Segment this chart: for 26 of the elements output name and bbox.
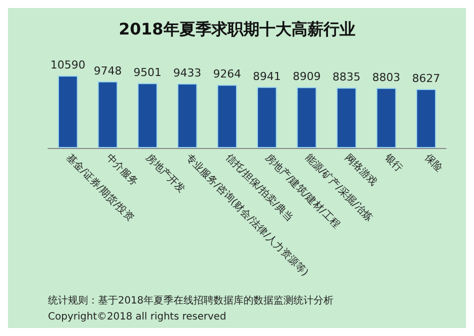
data-label: 9264 — [213, 68, 242, 81]
bar — [58, 76, 78, 148]
data-label: 9501 — [134, 66, 162, 80]
bar — [336, 88, 356, 148]
data-label: 8909 — [292, 70, 321, 84]
data-label: 9748 — [94, 64, 122, 78]
data-label: 8627 — [412, 72, 440, 86]
data-label: 8941 — [252, 70, 281, 83]
data-label: 10590 — [50, 58, 86, 72]
data-label: 8835 — [332, 70, 360, 84]
bar — [138, 83, 158, 148]
x-tick-label: 保险 — [422, 151, 445, 174]
bar — [217, 84, 238, 148]
x-tick-label: 银行 — [382, 151, 404, 174]
text: Copyright©2018 all rights reserved — [48, 312, 226, 322]
bar — [296, 87, 317, 148]
bar — [376, 88, 396, 148]
data-label: 9433 — [173, 66, 202, 80]
text: 统计规则：基于2018年夏季在线招聘数据库的数据监测统计分析 — [48, 294, 334, 306]
chart-title: 2018年夏季求职期十大高薪行业 — [118, 20, 356, 38]
bar — [177, 84, 198, 148]
data-label: 8803 — [372, 70, 400, 84]
bar — [98, 81, 118, 148]
x-tick-label: 房地产开发 — [144, 151, 188, 196]
bar — [416, 89, 436, 148]
bar — [256, 86, 277, 148]
